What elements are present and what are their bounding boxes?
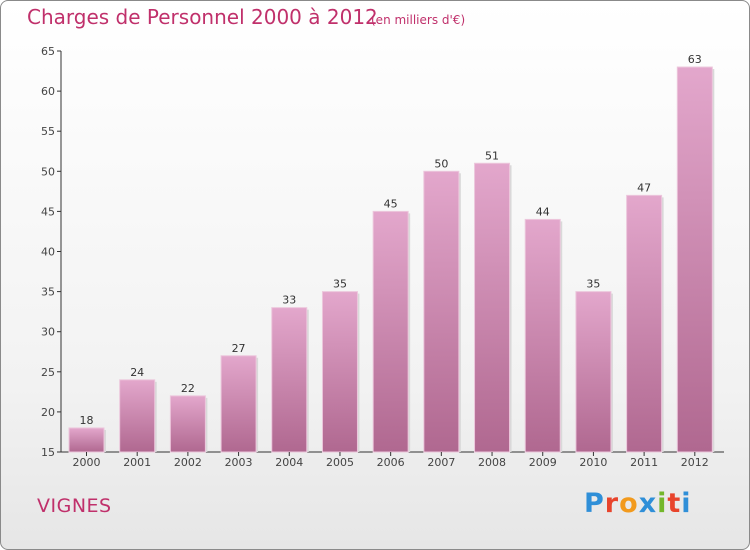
x-tick-label: 2006 — [377, 456, 405, 469]
logo-letter: P — [584, 488, 605, 519]
y-tick-label: 40 — [41, 246, 55, 259]
x-tick-label: 2007 — [427, 456, 455, 469]
x-tick-label: 2000 — [73, 456, 101, 469]
y-tick-label: 30 — [41, 326, 55, 339]
y-tick-label: 50 — [41, 165, 55, 178]
x-tick-label: 2005 — [326, 456, 354, 469]
logo-letter: i — [681, 488, 692, 519]
bar-value-label: 18 — [80, 414, 94, 427]
logo-letter: i — [657, 488, 668, 519]
chart-subtitle: (en milliers d'€) — [371, 13, 466, 27]
bar-value-label: 22 — [181, 382, 195, 395]
y-tick-label: 35 — [41, 286, 55, 299]
bar[interactable] — [119, 379, 156, 453]
bar[interactable] — [271, 307, 308, 453]
y-tick-label: 45 — [41, 205, 55, 218]
commune-name: VIGNES — [37, 495, 112, 517]
proxiti-logo[interactable]: Proxiti — [584, 488, 692, 519]
logo-letter: t — [667, 488, 682, 519]
bar-value-label: 33 — [282, 294, 296, 307]
bar-value-label: 47 — [637, 181, 651, 194]
bar-value-label: 35 — [586, 278, 600, 291]
bar[interactable] — [423, 170, 460, 453]
x-tick-label: 2010 — [579, 456, 607, 469]
x-tick-label: 2003 — [225, 456, 253, 469]
bar-value-label: 50 — [434, 157, 448, 170]
logo-letter: x — [638, 488, 658, 519]
bar-value-label: 63 — [688, 53, 702, 66]
bar[interactable] — [474, 162, 511, 453]
bar-value-label: 27 — [232, 342, 246, 355]
bar[interactable] — [321, 291, 358, 453]
bar[interactable] — [169, 395, 206, 453]
logo-letter: o — [619, 488, 639, 519]
bar-value-label: 51 — [485, 149, 499, 162]
bar-value-label: 24 — [130, 366, 144, 379]
y-tick-label: 60 — [41, 85, 55, 98]
y-tick-label: 15 — [41, 446, 55, 459]
y-tick-label: 65 — [41, 45, 55, 58]
bar[interactable] — [68, 427, 105, 453]
bar-value-label: 35 — [333, 278, 347, 291]
x-tick-label: 2008 — [478, 456, 506, 469]
y-tick-label: 20 — [41, 406, 55, 419]
bar[interactable] — [626, 194, 663, 453]
bar[interactable] — [676, 66, 713, 453]
y-tick-label: 55 — [41, 125, 55, 138]
bar[interactable] — [220, 355, 257, 453]
x-tick-label: 2004 — [275, 456, 303, 469]
x-tick-label: 2011 — [630, 456, 658, 469]
bar[interactable] — [372, 210, 409, 453]
bar[interactable] — [575, 291, 612, 453]
y-tick-label: 25 — [41, 366, 55, 379]
bar-value-label: 45 — [384, 197, 398, 210]
x-tick-label: 2009 — [529, 456, 557, 469]
bar[interactable] — [524, 218, 561, 453]
logo-letter: r — [604, 488, 620, 519]
bar-value-label: 44 — [536, 205, 550, 218]
x-tick-label: 2002 — [174, 456, 202, 469]
chart-title: Charges de Personnel 2000 à 2012 — [27, 5, 378, 29]
x-tick-label: 2001 — [123, 456, 151, 469]
x-tick-label: 2012 — [681, 456, 709, 469]
